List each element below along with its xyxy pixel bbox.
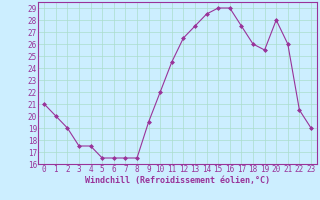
X-axis label: Windchill (Refroidissement éolien,°C): Windchill (Refroidissement éolien,°C): [85, 176, 270, 185]
